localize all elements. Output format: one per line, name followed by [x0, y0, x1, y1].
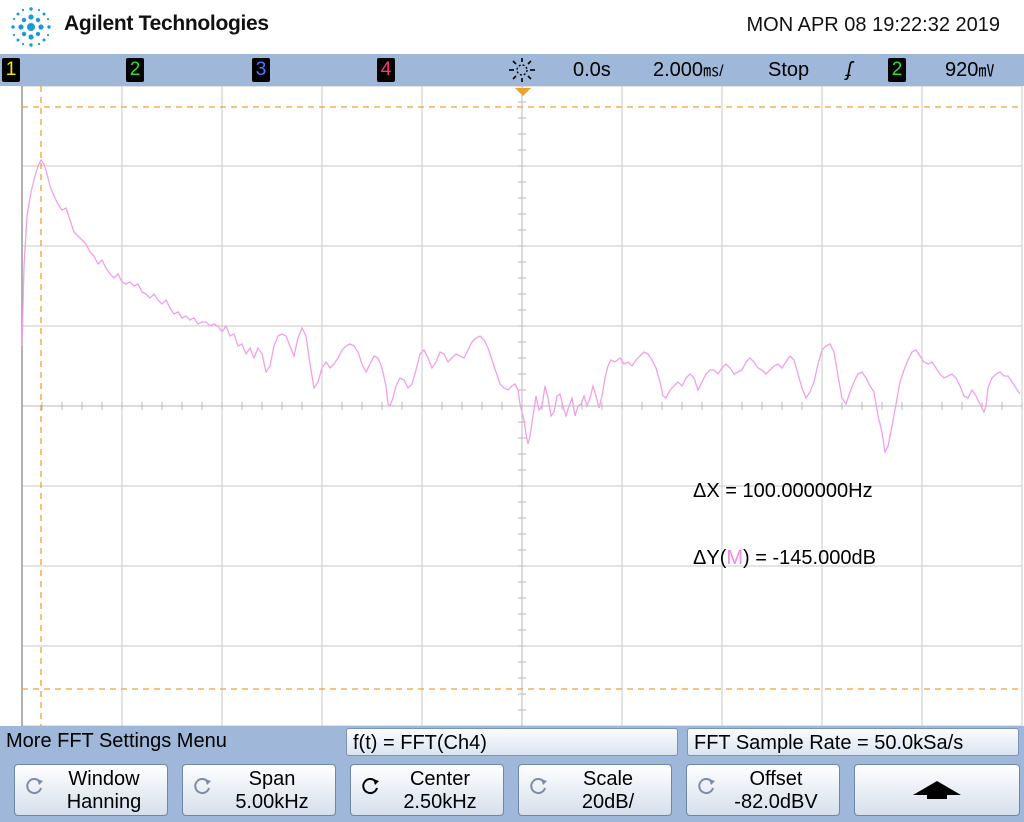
- time-scale[interactable]: 2.000㎳/: [653, 57, 724, 85]
- center-softkey[interactable]: Center 2.50kHz: [350, 764, 504, 816]
- channel-2-indicator[interactable]: 2: [126, 58, 144, 82]
- trigger-level-value: 920: [945, 59, 979, 81]
- window-softkey[interactable]: Window Hanning: [14, 764, 168, 816]
- span-value: 5.00kHz: [235, 791, 309, 813]
- menu-title: More FFT Settings Menu: [6, 730, 227, 752]
- brand-name: Agilent Technologies: [64, 12, 269, 35]
- entry-knob-icon: [530, 778, 547, 795]
- entry-knob-icon: [26, 778, 43, 795]
- run-state: Stop: [768, 59, 810, 81]
- cursor-lines: [22, 86, 1022, 726]
- channel-3-indicator[interactable]: 3: [252, 58, 270, 82]
- offset-label: Offset: [749, 768, 803, 790]
- center-value: 2.50kHz: [403, 791, 477, 813]
- up-arrow-icon: [913, 781, 961, 799]
- header: Agilent Technologies MON APR 08 19:22:32…: [0, 0, 1024, 54]
- trigger-slope-icon: ʄ: [846, 59, 853, 81]
- graticule-grid: [21, 86, 1023, 726]
- delta-x-readout: ΔX = 100.000000Hz: [693, 480, 873, 502]
- window-value: Hanning: [66, 791, 142, 813]
- entry-knob-icon: [194, 778, 211, 795]
- offset-softkey[interactable]: Offset -82.0dBV: [686, 764, 840, 816]
- entry-knob-active-icon: [362, 778, 379, 795]
- channel-4-indicator[interactable]: 4: [377, 58, 395, 82]
- delta-y-prefix: ΔY(: [693, 547, 727, 569]
- offset-value: -82.0dBV: [734, 791, 818, 813]
- back-softkey[interactable]: [854, 764, 1020, 816]
- entry-knob-icon: [698, 778, 715, 795]
- scale-label: Scale: [582, 768, 634, 790]
- softkey-menu: More FFT Settings Menu f(t) = FFT(Ch4) F…: [0, 726, 1024, 822]
- delta-y-source: M: [726, 547, 744, 569]
- delta-y-readout: ΔY(M) = -145.000dB: [693, 547, 876, 570]
- date-time: MON APR 08 19:22:32 2019: [746, 14, 1001, 36]
- waveform-display[interactable]: [0, 86, 1024, 726]
- center-label: Center: [409, 768, 471, 790]
- delta-y-value: ) = -145.000dB: [743, 547, 876, 569]
- trigger-mode-icon: [509, 58, 535, 82]
- scale-softkey[interactable]: Scale 20dB/: [518, 764, 672, 816]
- time-delay[interactable]: 0.0s: [573, 59, 611, 81]
- fft-trace: [21, 158, 1021, 455]
- trigger-source-indicator[interactable]: 2: [888, 58, 906, 82]
- trigger-level-unit: ㎷: [978, 63, 995, 80]
- span-label: Span: [248, 768, 296, 790]
- channel-1-indicator[interactable]: 1: [2, 58, 20, 82]
- span-softkey[interactable]: Span 5.00kHz: [182, 764, 336, 816]
- scale-value: 20dB/: [581, 791, 635, 813]
- trigger-position-marker-icon: [515, 88, 531, 96]
- time-scale-unit: ㎳/: [703, 63, 724, 80]
- status-bar: 1 2 3 4 0.0s 2.000㎳/ Stop ʄ 2 920㎷: [0, 54, 1024, 86]
- window-label: Window: [68, 768, 140, 790]
- sample-rate-info: FFT Sample Rate = 50.0kSa/s: [687, 728, 1019, 756]
- function-info: f(t) = FFT(Ch4): [346, 728, 678, 756]
- time-scale-value: 2.000: [653, 59, 704, 81]
- trigger-level[interactable]: 920㎷: [945, 57, 994, 85]
- agilent-spark-logo-icon: [11, 7, 51, 47]
